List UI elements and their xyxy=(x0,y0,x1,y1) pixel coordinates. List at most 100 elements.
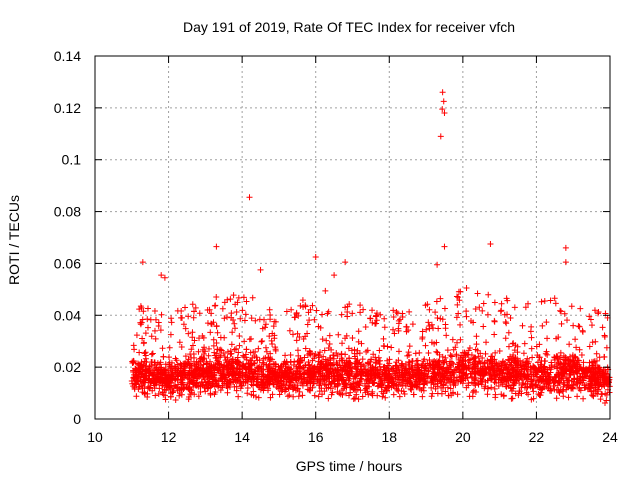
data-point xyxy=(155,391,162,398)
data-point xyxy=(142,349,149,356)
data-point xyxy=(201,376,208,383)
data-point xyxy=(246,373,253,380)
data-point xyxy=(269,356,276,363)
data-point xyxy=(416,349,423,356)
data-point xyxy=(547,297,554,304)
data-point xyxy=(475,379,482,386)
data-point xyxy=(217,387,224,394)
data-point xyxy=(191,337,198,344)
data-point xyxy=(177,365,184,372)
data-point xyxy=(195,393,202,400)
data-point xyxy=(164,381,171,388)
data-point xyxy=(476,304,483,311)
data-point xyxy=(323,337,330,344)
data-point xyxy=(232,370,239,377)
data-point xyxy=(272,361,279,368)
data-point xyxy=(193,363,200,370)
outlier-point xyxy=(487,240,494,247)
data-point xyxy=(529,384,536,391)
data-point xyxy=(367,315,374,322)
data-point xyxy=(293,337,300,344)
data-point xyxy=(208,310,215,317)
data-point xyxy=(360,306,367,313)
data-point xyxy=(511,304,518,311)
data-point xyxy=(440,359,447,366)
data-point xyxy=(228,341,235,348)
data-point xyxy=(388,344,395,351)
data-point xyxy=(362,324,369,331)
data-point xyxy=(489,362,496,369)
data-point xyxy=(594,386,601,393)
data-point xyxy=(365,361,372,368)
y-tick-label: 0.08 xyxy=(54,204,81,220)
data-point xyxy=(142,355,149,362)
data-point xyxy=(595,308,602,315)
data-point xyxy=(384,374,391,381)
data-point xyxy=(269,377,276,384)
data-point xyxy=(185,396,192,403)
data-point xyxy=(602,370,609,377)
data-point xyxy=(447,352,454,359)
data-point xyxy=(316,373,323,380)
data-point xyxy=(322,367,329,374)
data-point xyxy=(193,380,200,387)
data-point xyxy=(189,301,196,308)
data-point xyxy=(436,361,443,368)
data-point xyxy=(352,355,359,362)
data-point xyxy=(563,374,570,381)
data-point xyxy=(230,292,237,299)
data-point xyxy=(428,393,435,400)
data-point xyxy=(445,392,452,399)
y-tick-label: 0.1 xyxy=(62,152,82,168)
data-point xyxy=(579,379,586,386)
data-point xyxy=(309,302,316,309)
data-point xyxy=(148,362,155,369)
data-point xyxy=(409,363,416,370)
data-point xyxy=(463,365,470,372)
data-point xyxy=(178,368,185,375)
data-point xyxy=(156,385,163,392)
data-point xyxy=(339,391,346,398)
data-point xyxy=(551,386,558,393)
data-point xyxy=(213,322,220,329)
data-point xyxy=(476,358,483,365)
data-point xyxy=(256,316,263,323)
data-point xyxy=(172,364,179,371)
data-point xyxy=(433,348,440,355)
data-point xyxy=(221,353,228,360)
data-point xyxy=(592,338,599,345)
data-point xyxy=(259,359,266,366)
data-point xyxy=(131,384,138,391)
data-point xyxy=(157,327,164,334)
data-point xyxy=(363,369,370,376)
data-point xyxy=(343,377,350,384)
data-point xyxy=(591,307,598,314)
data-point xyxy=(258,366,265,373)
data-point xyxy=(570,322,577,329)
data-point xyxy=(168,319,175,326)
data-point xyxy=(244,390,251,397)
data-point xyxy=(516,370,523,377)
data-point xyxy=(180,321,187,328)
data-point xyxy=(507,315,514,322)
data-point xyxy=(603,344,610,351)
data-point xyxy=(148,378,155,385)
data-point xyxy=(505,376,512,383)
data-point xyxy=(292,383,299,390)
data-point xyxy=(288,376,295,383)
data-point xyxy=(474,347,481,354)
data-point xyxy=(601,353,608,360)
outlier-point xyxy=(437,133,444,140)
data-point xyxy=(472,371,479,378)
data-point xyxy=(337,364,344,371)
data-point xyxy=(558,361,565,368)
data-point xyxy=(282,352,289,359)
data-point xyxy=(160,353,167,360)
data-point xyxy=(188,378,195,385)
data-point xyxy=(306,361,313,368)
data-point xyxy=(395,357,402,364)
data-point xyxy=(422,302,429,309)
data-point xyxy=(491,318,498,325)
data-point xyxy=(133,366,140,373)
data-point xyxy=(576,346,583,353)
